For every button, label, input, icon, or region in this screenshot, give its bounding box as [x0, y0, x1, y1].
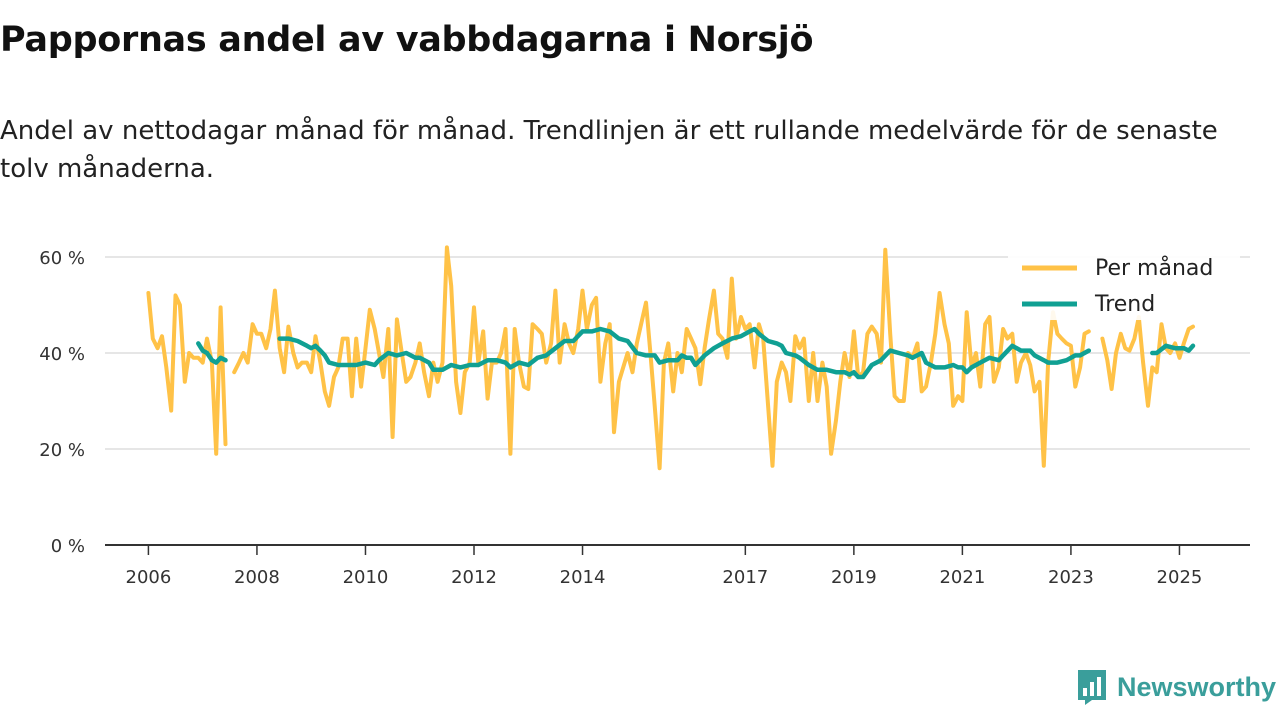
x-tick-label: 2019	[831, 567, 877, 588]
chart-title: Pappornas andel av vabbdagarna i Norsjö	[0, 20, 814, 60]
y-tick-label: 20 %	[39, 440, 85, 461]
x-tick-label: 2014	[560, 567, 606, 588]
brand-name: Newsworthy	[1116, 671, 1276, 702]
chart-subtitle: Andel av nettodagar månad för månad. Tre…	[0, 116, 1218, 184]
x-axis: 2006 2008 2010 2012 2014 2017 2019 2021 2023 2025	[105, 544, 1250, 588]
x-tick-label: 2023	[1048, 567, 1094, 588]
y-axis: 0 % 20 % 40 % 60 %	[39, 248, 85, 557]
x-tick-label: 2021	[939, 567, 985, 588]
newsworthy-icon	[1077, 670, 1106, 705]
series-line-trend	[196, 326, 1196, 380]
x-tick-label: 2012	[451, 567, 497, 588]
legend: Per månad Trend	[1008, 250, 1240, 320]
x-tick-label: 2017	[722, 567, 768, 588]
y-tick-label: 40 %	[39, 344, 85, 365]
x-tick-label: 2006	[126, 567, 172, 588]
y-tick-label: 0 %	[51, 536, 85, 557]
series-group	[146, 245, 1196, 471]
x-tick-label: 2010	[343, 567, 389, 588]
series-line-per-manad	[146, 245, 1195, 471]
brand-logo: Newsworthy	[1075, 668, 1276, 706]
x-tick-label: 2025	[1157, 567, 1203, 588]
y-tick-label: 60 %	[39, 248, 85, 269]
legend-label-per-manad: Per månad	[1095, 255, 1213, 281]
x-tick-label: 2008	[234, 567, 280, 588]
legend-background	[1008, 250, 1240, 320]
legend-label-trend: Trend	[1094, 292, 1155, 317]
